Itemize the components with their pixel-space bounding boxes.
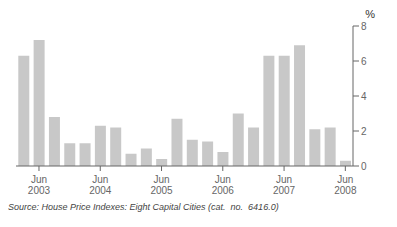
- svg-text:Jun2004: Jun2004: [89, 174, 112, 196]
- svg-text:8: 8: [361, 21, 367, 32]
- html-text:Source: House Price Indexes: E: Source: House Price Indexes: Eight Capit…: [8, 202, 279, 212]
- svg-text:Jun2006: Jun2006: [212, 174, 235, 196]
- svg-text:4: 4: [361, 91, 367, 102]
- svg-text:Jun2005: Jun2005: [150, 174, 173, 196]
- svg-text:2: 2: [361, 126, 367, 137]
- svg-text:6: 6: [361, 56, 367, 67]
- svg-text:Jun2008: Jun2008: [334, 174, 357, 196]
- svg-text:Jun2007: Jun2007: [273, 174, 296, 196]
- svg-text:0: 0: [361, 161, 367, 172]
- svg-text:Jun2003: Jun2003: [28, 174, 51, 196]
